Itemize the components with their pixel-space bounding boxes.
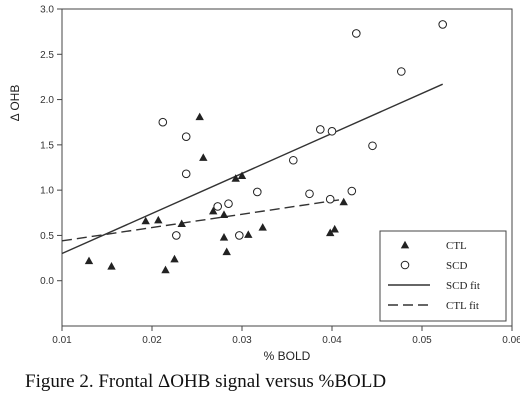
ctl-point [195, 112, 204, 121]
legend-ctl-label: CTL [446, 240, 467, 252]
ctl-point [209, 206, 218, 215]
legend-scd-fit-label: SCD fit [446, 280, 480, 292]
y-tick-label: 2.5 [40, 50, 54, 61]
x-tick-label: 0.05 [412, 335, 432, 346]
scd-point [289, 155, 298, 165]
scd-point [158, 117, 168, 127]
y-tick-label: 2.0 [40, 95, 54, 106]
scd-point [368, 141, 377, 151]
scd-point [325, 194, 335, 204]
ctl-point [177, 219, 186, 228]
scd-point [347, 186, 357, 196]
scd-point [438, 20, 448, 29]
scd-point [252, 187, 262, 197]
scd-point [352, 29, 361, 38]
x-tick-label: 0.04 [322, 335, 342, 346]
ctl-point [244, 230, 253, 238]
ctl-point [258, 223, 267, 231]
scd-point [397, 67, 406, 76]
y-tick-label: 1.0 [40, 186, 54, 197]
x-tick-label: 0.03 [232, 335, 252, 346]
x-tick-label: 0.01 [52, 335, 72, 346]
y-tick-label: 3.0 [40, 5, 54, 16]
ctl-point [161, 265, 170, 274]
legend-ctl-marker [400, 240, 410, 249]
scd-point [213, 202, 222, 211]
y-axis-label: Δ OHB [8, 85, 22, 122]
scd-point [327, 126, 337, 136]
legend-ctl-fit-label: CTL fit [446, 300, 479, 312]
ctl-point [170, 254, 179, 263]
scd-point [235, 231, 244, 240]
ctl-point [199, 153, 208, 161]
y-tick-label: 0.5 [40, 231, 54, 242]
x-axis-label: % BOLD [264, 349, 311, 363]
ctl-point [222, 247, 231, 256]
ctl-point [154, 215, 163, 224]
scd-point [181, 169, 191, 179]
plot-frame [61, 8, 513, 327]
scd-point [224, 199, 233, 209]
y-tick-label: 1.5 [40, 140, 54, 151]
scd-point [305, 189, 314, 199]
x-tick-label: 0.06 [502, 335, 520, 346]
ctl-point [231, 174, 240, 182]
ctl-point [141, 216, 150, 225]
scd-point [316, 125, 325, 134]
ctl-point [237, 171, 247, 180]
x-tick-label: 0.02 [142, 335, 162, 346]
y-tick-label: 0.0 [40, 276, 54, 287]
ctl-point [326, 228, 335, 237]
scd-point [172, 231, 181, 240]
legend-scd-marker [400, 260, 410, 270]
ctl-point [339, 197, 348, 206]
ctl-point [219, 233, 229, 241]
ctl-point [84, 256, 94, 265]
ctl-fit-line [61, 198, 344, 242]
legend-box [379, 230, 507, 322]
legend-scd-label: SCD [446, 260, 467, 272]
scd-fit-line [61, 83, 443, 255]
ctl-point [219, 210, 229, 218]
figure-caption: Figure 2. Frontal ΔOHB signal versus %BO… [25, 371, 387, 392]
ctl-point [330, 224, 339, 233]
scd-point [181, 132, 191, 142]
ctl-point [107, 262, 116, 270]
scatter-chart: 0.01 0.02 0.03 0.04 0.05 0.06 0.0 0.5 1.0 1.5 2.0 2… [8, 5, 520, 364]
